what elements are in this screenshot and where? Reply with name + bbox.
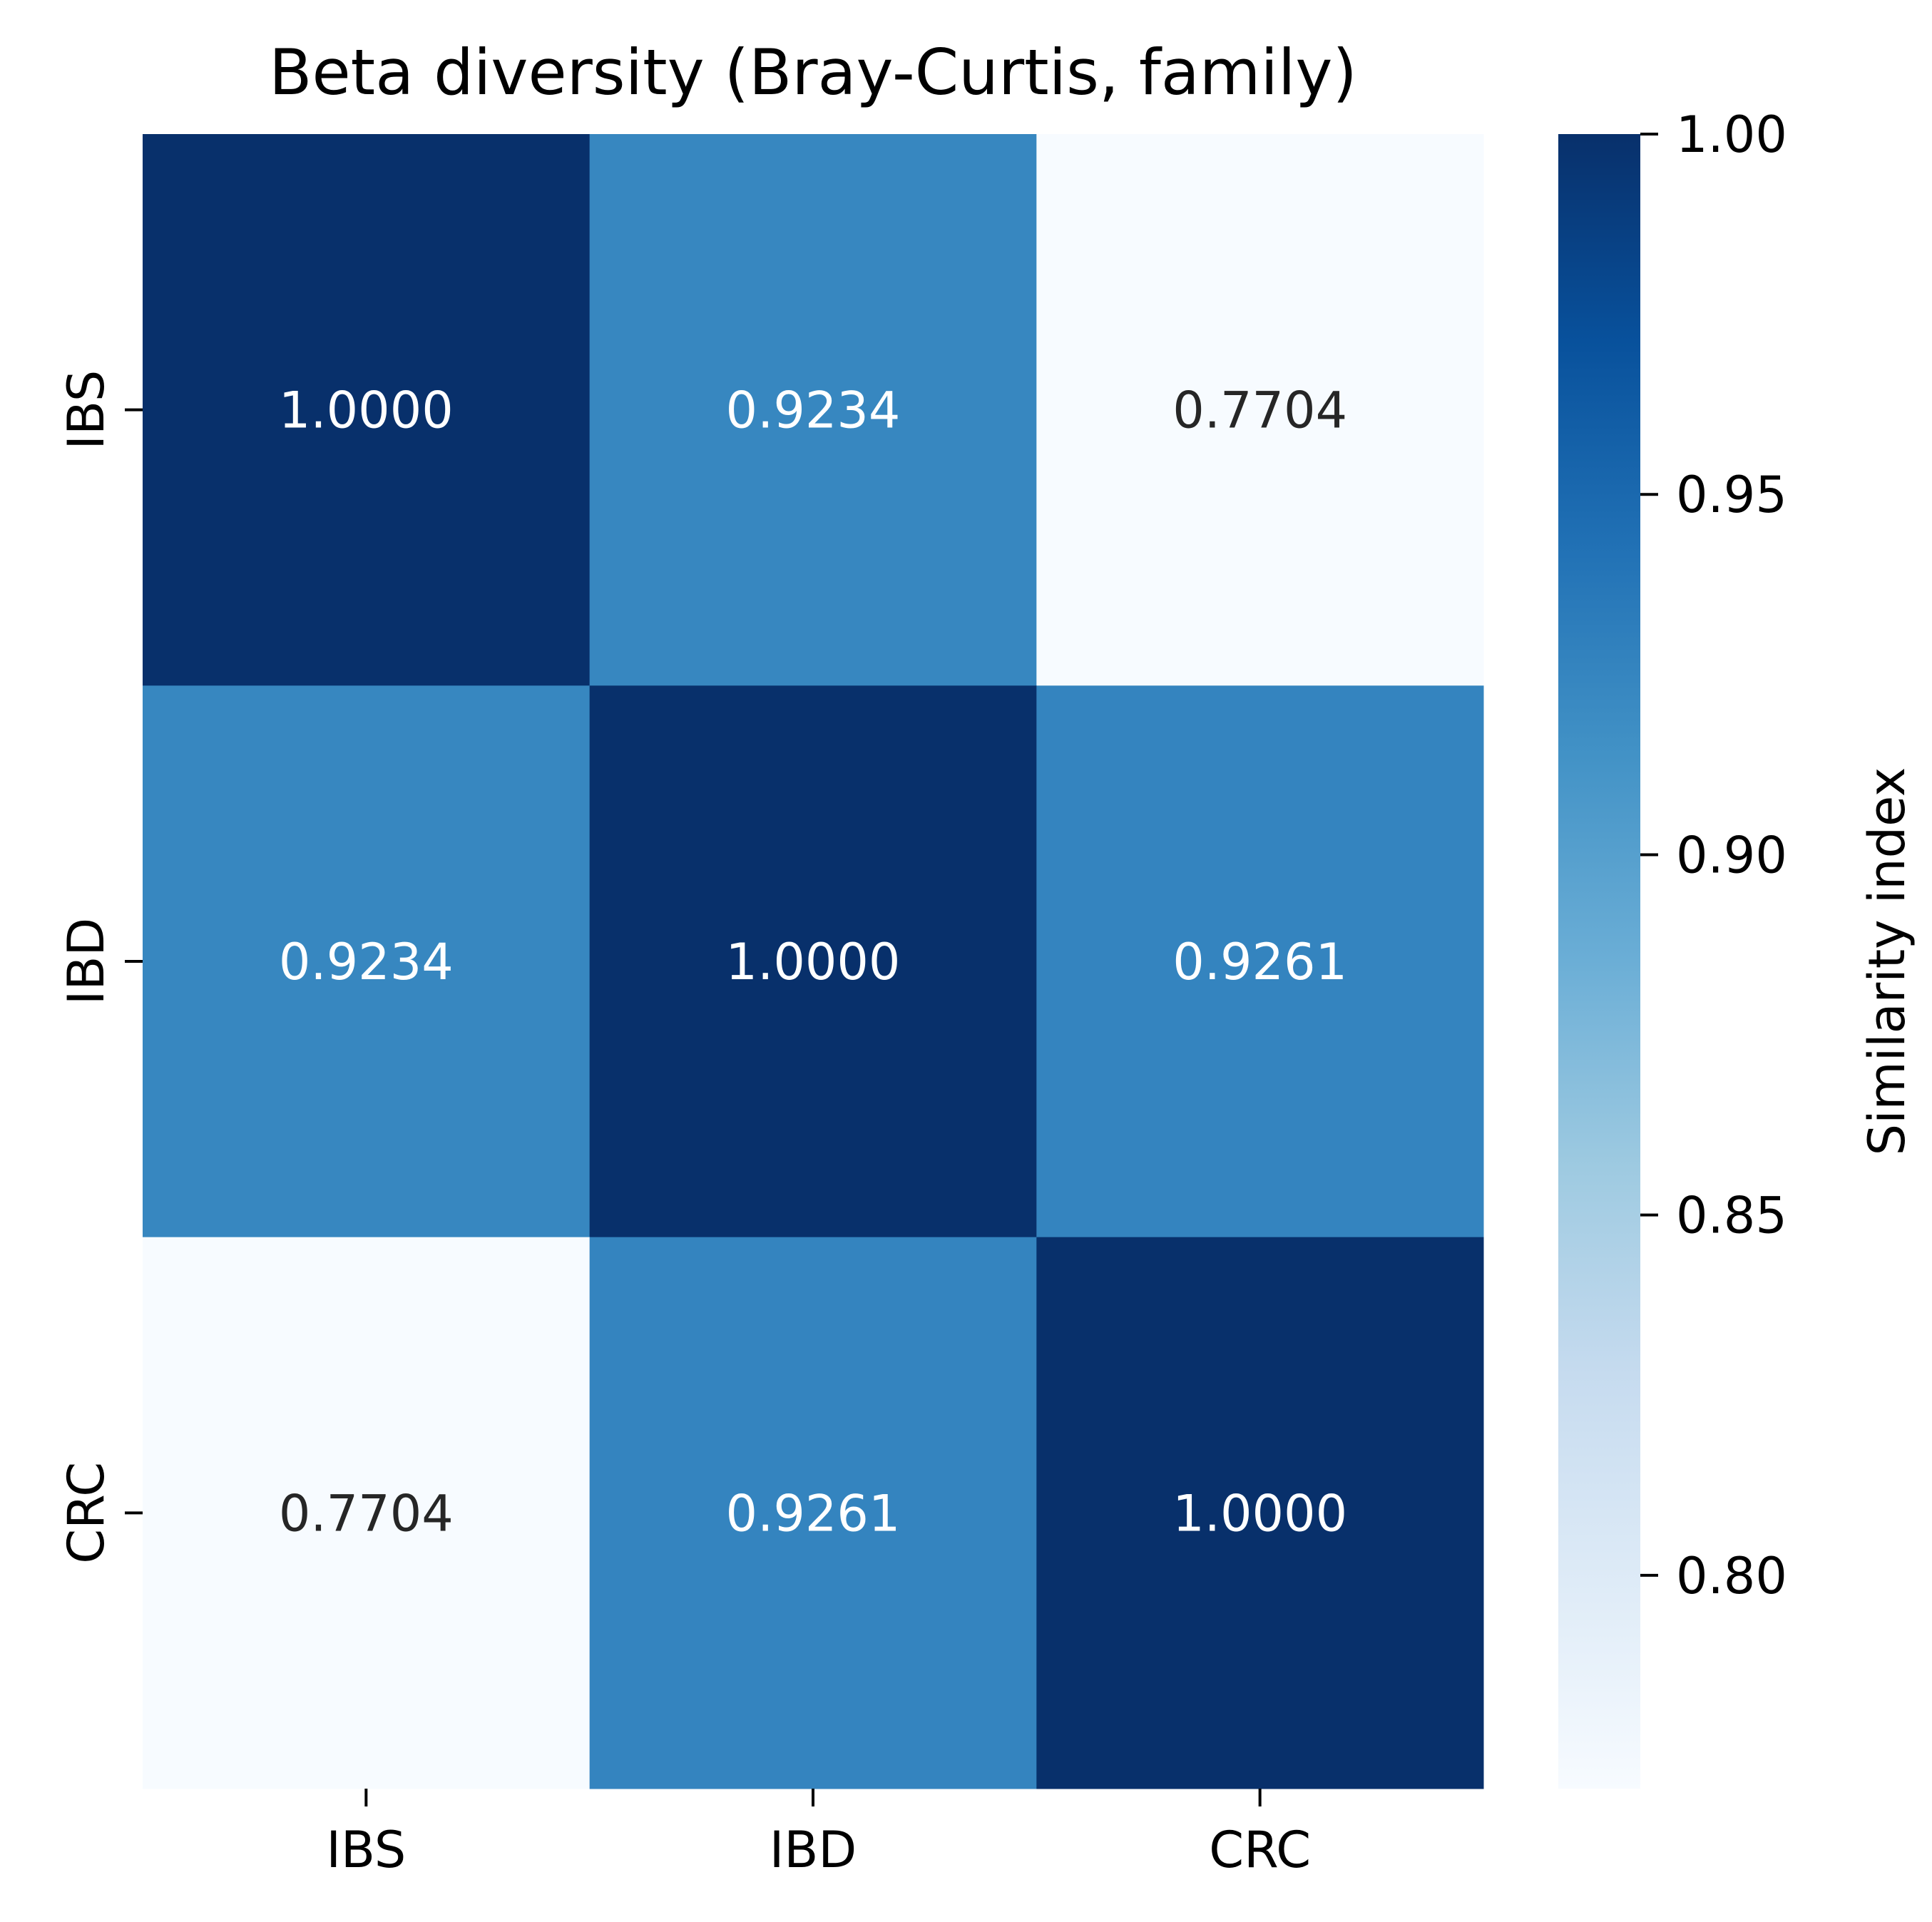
cell-value-label: 0.9261 xyxy=(1172,933,1347,991)
x-axis: IBS IBD CRC xyxy=(326,1789,1311,1879)
x-tick-label: IBD xyxy=(770,1821,857,1879)
y-tick-label: IBD xyxy=(57,918,116,1006)
colorbar-tick-label: 1.00 xyxy=(1676,106,1787,164)
cell-value-label: 0.7704 xyxy=(279,1484,454,1543)
cell-value-label: 0.7704 xyxy=(1172,382,1347,440)
heatmap-cell xyxy=(589,685,1037,1238)
heatmap-cell xyxy=(143,134,591,686)
heatmap-cell xyxy=(143,685,591,1238)
chart-title: Beta diversity (Bray-Curtis, family) xyxy=(269,36,1357,109)
y-tick-label: CRC xyxy=(57,1462,116,1564)
colorbar: 0.80 0.85 0.90 0.95 1.00 Similarity index xyxy=(1558,106,1916,1789)
cell-value-label: 0.9261 xyxy=(726,1484,901,1543)
colorbar-tick-label: 0.90 xyxy=(1676,826,1787,884)
cell-value-label: 1.0000 xyxy=(1172,1484,1347,1543)
heatmap-cell xyxy=(1036,685,1484,1238)
y-tick-label: IBS xyxy=(57,370,116,450)
colorbar-ticks: 0.80 0.85 0.90 0.95 1.00 xyxy=(1640,106,1787,1605)
heatmap-cell xyxy=(1036,1237,1484,1789)
cell-value-label: 1.0000 xyxy=(279,382,454,440)
colorbar-tick-label: 0.95 xyxy=(1676,466,1787,524)
heatmap-cell xyxy=(589,1237,1037,1789)
colorbar-tick-label: 0.80 xyxy=(1676,1547,1787,1605)
cell-value-label: 0.9234 xyxy=(726,382,901,440)
x-tick-label: IBS xyxy=(326,1821,406,1879)
cell-value-label: 1.0000 xyxy=(726,933,901,991)
heatmap-cell-labels: 1.0000 0.9234 0.7704 0.9234 1.0000 0.9261 0.77… xyxy=(279,382,1347,1543)
y-axis: IBS IBD CRC xyxy=(57,370,143,1564)
colorbar-gradient xyxy=(1558,134,1640,1789)
colorbar-tick-label: 0.85 xyxy=(1676,1187,1787,1245)
heatmap-cell xyxy=(589,134,1037,686)
heatmap-cells xyxy=(143,134,1484,1789)
heatmap-cell xyxy=(1036,134,1484,686)
cell-value-label: 0.9234 xyxy=(279,933,454,991)
heatmap-cell xyxy=(143,1237,591,1789)
colorbar-label: Similarity index xyxy=(1858,767,1916,1156)
x-tick-label: CRC xyxy=(1209,1821,1311,1879)
